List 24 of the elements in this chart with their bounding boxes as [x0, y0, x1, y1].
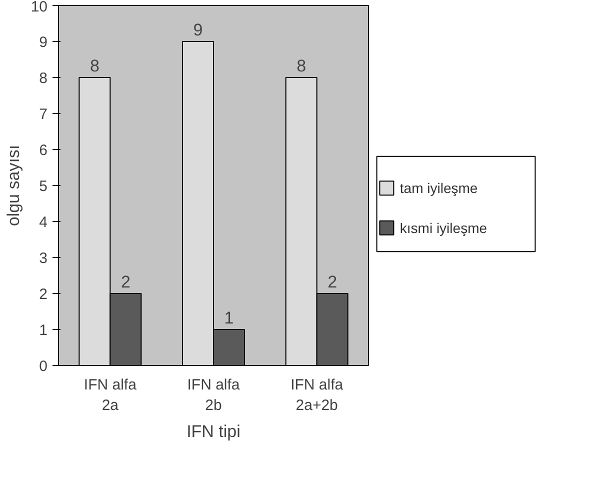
data-label: 2	[120, 272, 130, 292]
data-label: 1	[224, 308, 234, 328]
data-label: 2	[328, 272, 338, 292]
x-tick-label: IFN alfa 2b	[187, 376, 240, 414]
x-axis-title: IFN tipi	[186, 422, 240, 441]
y-tick-label: 1	[39, 322, 48, 339]
y-tick-label: 4	[39, 214, 48, 231]
y-axis-title: olgu sayısı	[4, 144, 23, 226]
x-tick-label: IFN alfa 2a+2b	[290, 376, 344, 414]
y-tick-label: 5	[39, 178, 48, 195]
y-tick-label: 3	[39, 250, 48, 267]
y-tick-label: 2	[39, 286, 48, 303]
y-tick-label: 8	[39, 70, 48, 87]
y-tick-label: 10	[30, 0, 48, 16]
y-tick-label: 9	[39, 34, 48, 51]
data-label: 8	[296, 56, 306, 76]
data-label: 8	[90, 56, 100, 76]
y-tick-label: 6	[39, 142, 48, 159]
data-label: 9	[193, 20, 203, 40]
x-tick-label: IFN alfa 2a	[84, 376, 138, 414]
legend-label: kısmi iyileşme	[400, 220, 488, 236]
y-tick-label: 0	[39, 358, 48, 375]
y-tick-label: 7	[39, 106, 48, 123]
legend-label: tam iyileşme	[400, 180, 478, 196]
